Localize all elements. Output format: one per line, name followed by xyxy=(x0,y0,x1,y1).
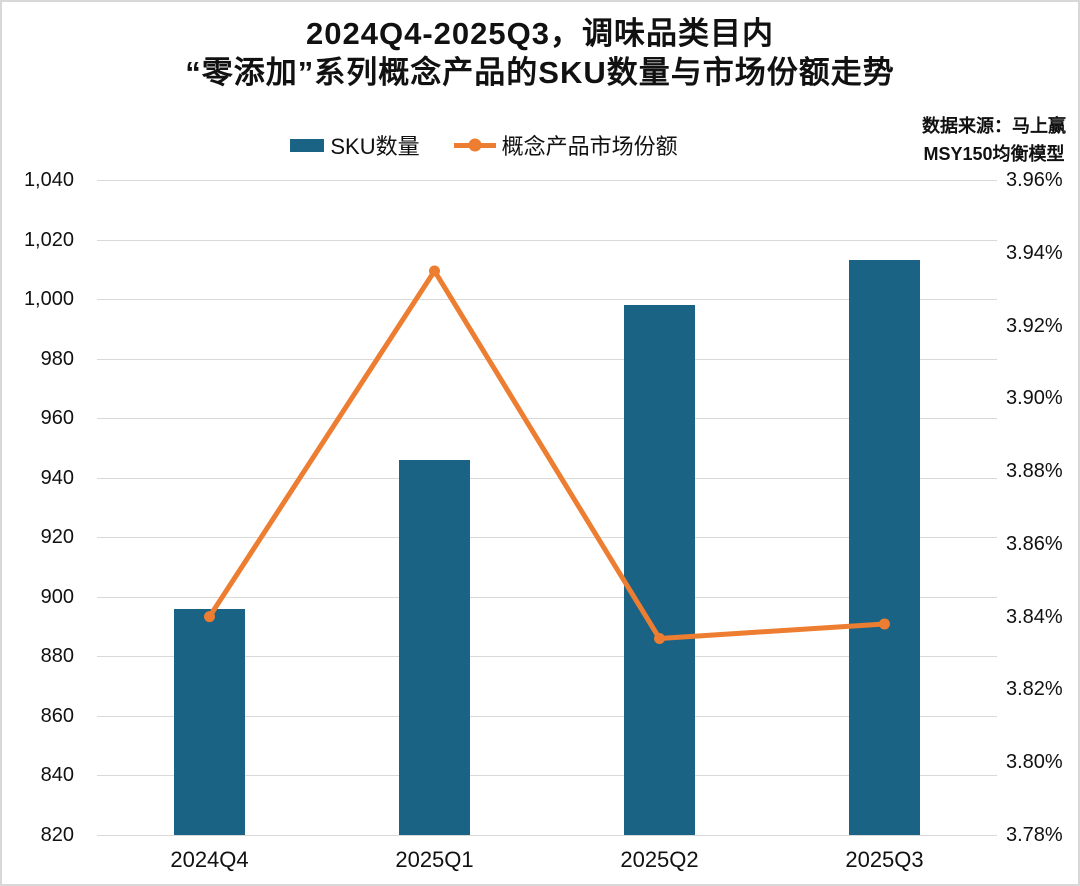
left-axis-tick: 820 xyxy=(40,824,74,846)
gridline xyxy=(97,596,997,598)
share-point-2025Q3 xyxy=(879,618,890,630)
left-axis-tick: 920 xyxy=(40,526,74,549)
legend-label-share: 概念产品市场份额 xyxy=(501,134,678,159)
right-axis-tick: 3.92% xyxy=(1006,314,1063,337)
data-source-line1: 数据来源：马上赢 xyxy=(922,116,1066,136)
share-point-2025Q2 xyxy=(654,633,665,644)
left-axis-tick: 1,000 xyxy=(23,288,74,311)
x-axis-tick-2025Q3: 2025Q3 xyxy=(845,847,924,872)
right-axis-tick: 3.84% xyxy=(1006,605,1063,628)
gridline xyxy=(97,358,997,360)
bar-2025Q1 xyxy=(399,459,470,835)
left-axis-tick: 940 xyxy=(40,466,74,489)
line-marker-dot-icon xyxy=(468,138,482,152)
right-axis-tick: 3.86% xyxy=(1006,532,1063,555)
line-swatch-icon xyxy=(453,138,496,152)
legend-item-share: 概念产品市场份额 xyxy=(453,129,678,161)
data-source-note: 数据来源：马上赢 MSY150均衡模型 xyxy=(922,112,1066,168)
bar-swatch-icon xyxy=(290,138,325,152)
gridline xyxy=(97,835,997,836)
share-line xyxy=(207,268,887,641)
bar-2025Q2 xyxy=(624,305,695,835)
left-axis-tick: 860 xyxy=(40,704,74,727)
share-point-2025Q1 xyxy=(429,265,440,277)
gridline xyxy=(97,239,997,241)
left-axis-tick: 840 xyxy=(40,764,74,787)
legend: SKU数量 概念产品市场份额 xyxy=(2,129,1078,161)
x-axis-tick-2024Q4: 2024Q4 xyxy=(170,847,249,872)
left-axis-tick: 880 xyxy=(40,645,74,668)
x-axis-tick-2025Q1: 2025Q1 xyxy=(395,847,474,872)
share-point-2024Q4 xyxy=(204,611,215,623)
right-axis-tick: 3.96% xyxy=(1006,169,1063,191)
right-axis-tick: 3.82% xyxy=(1006,678,1063,701)
gridline xyxy=(97,477,997,479)
data-source-line2: MSY150均衡模型 xyxy=(923,144,1065,164)
legend-label-sku: SKU数量 xyxy=(330,134,420,159)
legend-item-sku: SKU数量 xyxy=(290,129,420,161)
gridline xyxy=(97,180,997,181)
plot-area xyxy=(97,180,997,836)
bar-2024Q4 xyxy=(174,608,245,835)
gridline xyxy=(97,418,997,420)
chart-title: 2024Q4-2025Q3，调味品类目内 “零添加”系列概念产品的SKU数量与市… xyxy=(2,14,1078,92)
chart-title-line2: “零添加”系列概念产品的SKU数量与市场份额走势 xyxy=(185,55,895,90)
gridline xyxy=(97,715,997,717)
left-axis-tick: 1,020 xyxy=(23,228,74,251)
chart-title-line1: 2024Q4-2025Q3，调味品类目内 xyxy=(306,16,774,51)
gridline xyxy=(97,775,997,777)
x-axis-tick-2025Q2: 2025Q2 xyxy=(620,847,699,872)
left-axis-tick: 900 xyxy=(40,585,74,608)
right-axis-tick: 3.80% xyxy=(1006,751,1063,774)
bar-2025Q3 xyxy=(849,260,920,835)
x-axis: 2024Q4 2025Q1 2025Q2 2025Q3 xyxy=(97,845,997,879)
left-axis-tick: 1,040 xyxy=(23,169,74,191)
right-axis-tick: 3.78% xyxy=(1006,824,1063,846)
left-axis-tick: 980 xyxy=(40,347,74,370)
right-axis-tick: 3.90% xyxy=(1006,387,1063,410)
right-axis-tick: 3.94% xyxy=(1006,241,1063,264)
share-line-layer xyxy=(204,265,890,644)
gridline xyxy=(97,656,997,658)
left-axis-tick: 960 xyxy=(40,407,74,430)
left-y-axis: 1,040 1,020 1,000 980 960 940 920 900 880 860 840 8… xyxy=(2,169,78,846)
gridline xyxy=(97,299,997,301)
right-axis-tick: 3.88% xyxy=(1006,460,1063,483)
right-y-axis: 3.96% 3.94% 3.92% 3.90% 3.88% 3.86% 3.84% 3.82%… xyxy=(1006,169,1078,846)
gridline xyxy=(97,537,997,539)
